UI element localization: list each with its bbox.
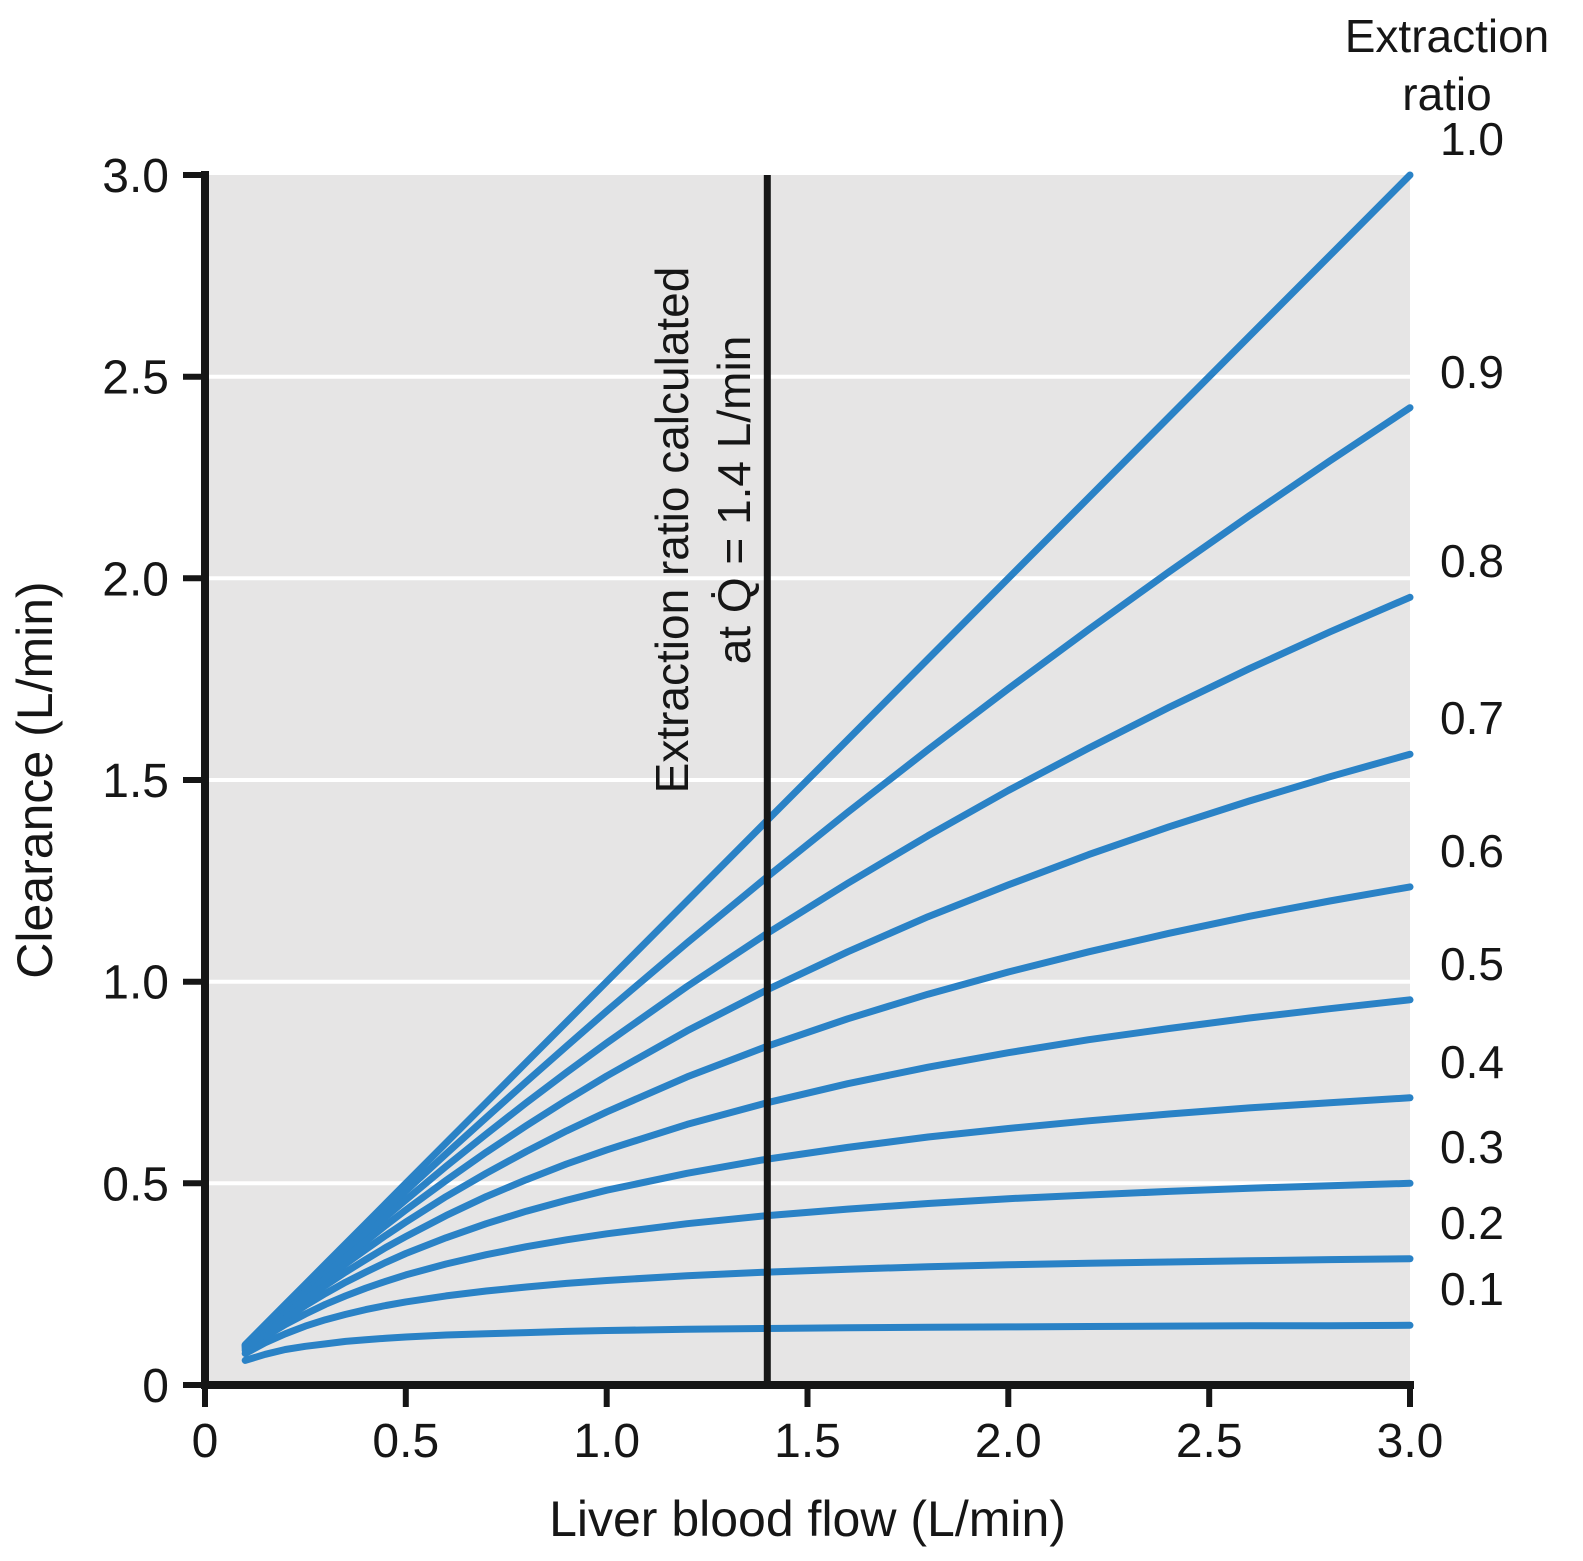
curve-label-er-0.3: 0.3: [1440, 1121, 1504, 1173]
y-tick-label: 3.0: [102, 150, 169, 203]
curve-label-er-0.6: 0.6: [1440, 825, 1504, 877]
curve-er-0.4: [241, 1094, 1414, 1353]
y-axis-title: Clearance (L/min): [7, 581, 63, 978]
curve-label-er-0.5: 0.5: [1440, 938, 1504, 990]
curve-label-er-0.2: 0.2: [1440, 1197, 1504, 1249]
x-tick-label: 2.5: [1176, 1415, 1243, 1468]
x-tick-label: 2.0: [975, 1415, 1042, 1468]
annotation-line2: at Q̇ = 1.4 L/min: [708, 336, 760, 665]
y-tick-label: 0: [142, 1360, 169, 1413]
y-tick-label: 1.0: [102, 957, 169, 1010]
curve-label-er-0.9: 0.9: [1440, 346, 1504, 398]
legend-title-line2: ratio: [1402, 68, 1491, 120]
curve-er-0.7: [241, 750, 1414, 1350]
x-tick-label: 1.5: [774, 1415, 841, 1468]
x-axis-title: Liver blood flow (L/min): [549, 1491, 1066, 1547]
x-tick-label: 3.0: [1377, 1415, 1444, 1468]
curve-er-0.1: [241, 1321, 1414, 1364]
curve-label-er-0.8: 0.8: [1440, 535, 1504, 587]
y-tick-label: 2.0: [102, 553, 169, 606]
legend-title-line1: Extraction: [1345, 10, 1550, 62]
curve-er-0.6: [241, 883, 1414, 1351]
curve-er-0.2: [241, 1255, 1414, 1357]
curve-er-0.3: [241, 1179, 1414, 1354]
annotation-line1: Extraction ratio calculated: [646, 267, 698, 794]
x-tick-label: 0: [192, 1415, 219, 1468]
y-tick-label: 2.5: [102, 352, 169, 405]
x-tick-label: 0.5: [372, 1415, 439, 1468]
curve-er-0.5: [241, 996, 1414, 1351]
curve-label-er-0.7: 0.7: [1440, 692, 1504, 744]
curve-label-er-0.1: 0.1: [1440, 1263, 1504, 1315]
curve-label-er-0.4: 0.4: [1440, 1036, 1504, 1088]
y-tick-label: 1.5: [102, 755, 169, 808]
curve-label-er-1.0: 1.0: [1440, 113, 1504, 165]
x-tick-label: 1.0: [573, 1415, 640, 1468]
y-tick-label: 0.5: [102, 1158, 169, 1211]
